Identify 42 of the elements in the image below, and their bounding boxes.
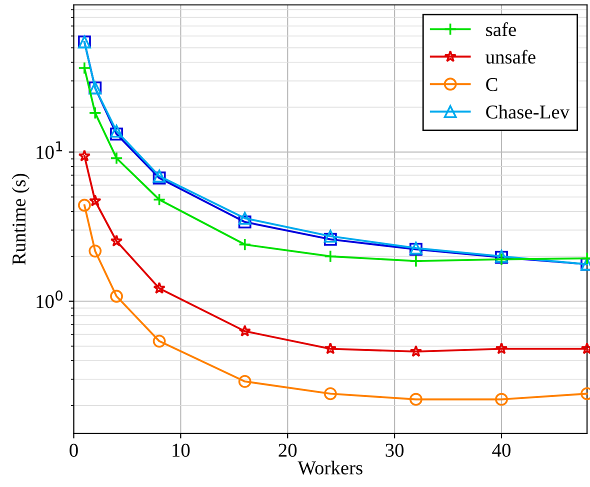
point [78,150,91,162]
x-tick-label: 0 [70,444,78,457]
x-axis-title: Workers [298,460,362,475]
point [110,128,123,141]
point [88,194,102,206]
x-tick-label: 40 [492,444,510,457]
point [238,324,252,337]
point [110,152,123,165]
legend-label: safe [486,22,516,36]
y-tick-label: 10$^{0}$ [36,290,62,308]
x-tick-label: 20 [278,444,297,457]
point [238,374,252,388]
x-tick-label: 10 [172,444,190,457]
point [238,216,252,228]
point [88,244,102,258]
point [78,198,91,212]
point [238,238,252,251]
point [409,254,422,268]
point [110,290,123,303]
point [324,230,337,243]
y-tick-label: 10$^{1}$ [36,141,62,159]
point [410,345,422,357]
point [110,234,123,247]
point [152,193,166,206]
point [153,282,166,294]
point [88,106,102,120]
point [110,124,123,138]
point [238,212,252,225]
point [324,232,337,246]
point [495,342,508,354]
x-tick-label: 30 [386,444,404,457]
point [324,342,337,354]
legend-label: unsafe [486,50,536,64]
point [324,250,337,263]
point [324,387,337,400]
legend-label: Chase-Lev [486,104,570,119]
y-axis-title: Runtime (s) [12,174,30,265]
point [152,334,166,348]
point [495,392,508,406]
point [78,62,91,74]
point [409,392,422,406]
legend-label: C [486,78,498,92]
